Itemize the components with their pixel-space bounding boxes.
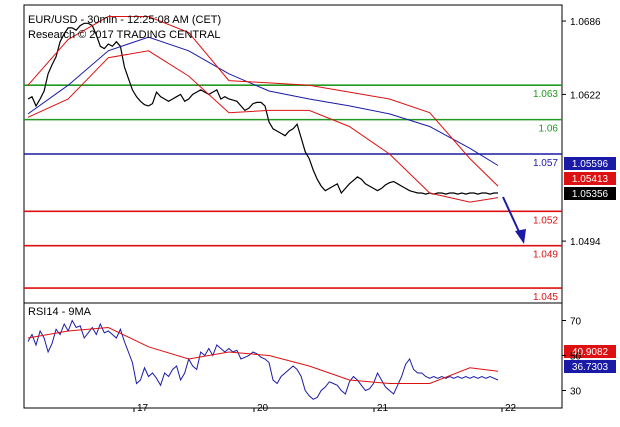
- x-tick-label-3: 22: [505, 403, 517, 414]
- x-tick-label-0: 17: [137, 403, 149, 414]
- rsi-tick-label-0: 70: [570, 317, 582, 328]
- rsi-tick-label-1: 50: [570, 352, 582, 363]
- level-label-0: 1.063: [533, 89, 558, 100]
- price-tag-2: [564, 187, 616, 200]
- series-rsi-ma: [27, 326, 499, 384]
- x-tick-label-1: 20: [257, 403, 269, 414]
- chart-subtitle: Research © 2017 TRADING CENTRAL: [28, 29, 221, 41]
- level-label-2: 1.057: [533, 158, 558, 169]
- projection-arrow: [502, 196, 522, 237]
- price-tag-label-0: 1.05596: [572, 159, 609, 170]
- rsi-tick-label-2: 30: [570, 387, 582, 398]
- rsi-tag-label-0: 40.9082: [572, 347, 609, 358]
- rsi-tag-1: [564, 360, 616, 373]
- series-rsi: [27, 319, 499, 400]
- rsi-title: RSI14 - 9MA: [28, 306, 92, 318]
- price-tag-label-1: 1.05413: [572, 174, 609, 185]
- series-price: [27, 22, 498, 195]
- price-tick-label-2: 1.0494: [570, 237, 601, 248]
- price-tick-label-1: 1.0622: [570, 90, 601, 101]
- level-label-1: 1.06: [539, 124, 559, 135]
- rsi-tag-0: [564, 345, 616, 358]
- level-label-3: 1.052: [533, 215, 558, 226]
- level-label-4: 1.049: [533, 250, 558, 261]
- series-bollinger-upper: [27, 16, 499, 187]
- rsi-tag-label-1: 36.7303: [572, 362, 609, 373]
- chart-title: EUR/USD - 30min - 12:25:08 AM (CET): [28, 14, 221, 26]
- x-tick-label-2: 21: [377, 403, 389, 414]
- projection-arrow-head: [515, 229, 526, 244]
- price-tick-label-0: 1.0686: [570, 17, 601, 28]
- series-moving-average: [27, 36, 499, 166]
- price-tag-0: [564, 157, 616, 170]
- level-label-5: 1.045: [533, 292, 558, 303]
- price-tag-label-2: 1.05356: [572, 189, 609, 200]
- series-bollinger-lower: [27, 50, 499, 203]
- chart-panel-frame: [23, 4, 563, 409]
- price-tag-1: [564, 172, 616, 185]
